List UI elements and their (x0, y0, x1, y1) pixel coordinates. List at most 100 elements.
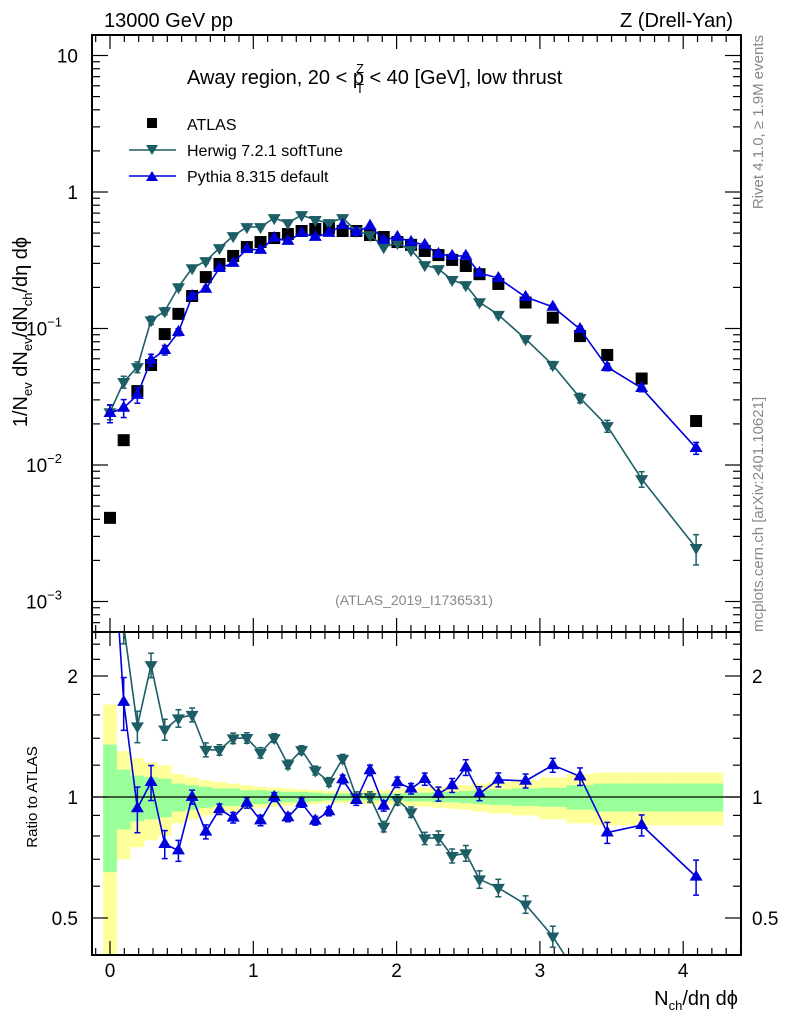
pythia-data-point (171, 324, 185, 336)
pythia-ratio-data-point (254, 813, 268, 825)
pythia-ratio-line (641, 824, 697, 878)
herwig-ratio-data-point (130, 722, 144, 734)
x-tick-label: 4 (678, 961, 689, 982)
pythia-ratio-data-point (171, 843, 185, 855)
legend-pythia-marker (146, 171, 158, 181)
pythia-data-point (459, 248, 473, 260)
pythia-data-point (158, 342, 172, 354)
legend-pythia-label: Pythia 8.315 default (187, 169, 329, 186)
herwig-data-point (363, 231, 377, 243)
herwig-ratio-data-point (226, 734, 240, 746)
header-left: 13000 GeV pp (104, 10, 233, 32)
pythia-ratio-data-point (573, 769, 587, 781)
pythia-line (177, 295, 193, 333)
herwig-ratio-data-point (185, 710, 199, 722)
herwig-line (552, 364, 581, 399)
herwig-ratio-data-point (267, 734, 281, 746)
herwig-ratio-line (123, 631, 139, 727)
side-text-mcplots: mcplots.cern.ch [arXiv:2401.10621] (750, 397, 767, 632)
pythia-ratio-data-point (295, 795, 309, 807)
herwig-data-point (689, 543, 703, 556)
pythia-data-point (103, 405, 117, 418)
herwig-data-point (117, 378, 131, 390)
ratio-tick-label-right: 2 (752, 667, 763, 688)
axis-ticks (92, 35, 742, 955)
pythia-ratio-data-point (431, 786, 445, 798)
herwig-data-point (226, 232, 240, 244)
x-axis-label: Nch/dη dϕ (654, 988, 738, 1013)
herwig-data-point (472, 298, 486, 310)
x-tick-label: 1 (248, 961, 259, 982)
pythia-data-point (281, 233, 295, 245)
herwig-line (109, 381, 125, 413)
ratio-tick-label-right: 1 (752, 788, 763, 809)
herwig-data-point (390, 239, 404, 251)
pythia-ratio-line (150, 781, 166, 845)
ratio-uncertainty-bands (103, 704, 724, 954)
pythia-data-point (546, 299, 560, 311)
herwig-ratio-data-point (144, 661, 158, 673)
atlas-data-point (172, 307, 185, 320)
pythia-data-point (349, 224, 363, 236)
pythia-data-point (212, 260, 226, 273)
ratio-tick-label-left: 1 (67, 788, 78, 809)
pythia-data-point (322, 225, 336, 237)
atlas-data-point (459, 259, 472, 272)
herwig-ratio-data-point (336, 754, 350, 766)
atlas-data-point (601, 348, 614, 361)
pythia-ratio-data-point (240, 795, 254, 807)
stat-uncertainty-band (157, 778, 172, 818)
herwig-ratio-line (524, 903, 554, 937)
herwig-ratio-data-point (519, 900, 533, 912)
ratio-tick-label-left: 0.5 (52, 909, 78, 930)
herwig-data-point (635, 475, 649, 487)
herwig-data-point (254, 223, 268, 235)
herwig-ratio-data-point (377, 822, 391, 834)
plot-title: Away region, 20 < pZ T < 40 [GeV], low th… (187, 61, 563, 96)
pythia-ratio-line (191, 796, 207, 833)
ratio-tick-label-left: 2 (67, 667, 78, 688)
pythia-data-point (390, 229, 404, 241)
pythia-data-point (185, 288, 199, 300)
herwig-data-point (144, 316, 158, 328)
pythia-line (579, 328, 608, 368)
pythia-ratio-data-point (546, 758, 560, 770)
herwig-data-point (199, 257, 213, 269)
ratio-tick-label-right: 0.5 (752, 909, 778, 930)
atlas-data-point (690, 415, 703, 428)
pythia-data-point (431, 246, 445, 258)
herwig-data-point (377, 243, 391, 255)
atlas-data-point (199, 271, 212, 284)
herwig-data-point (212, 244, 226, 256)
herwig-data-point (130, 363, 144, 375)
pythia-data-point (308, 229, 322, 241)
herwig-ratio-data-point (546, 932, 560, 944)
herwig-data-point (308, 216, 322, 228)
herwig-data-point (171, 283, 185, 295)
pythia-ratio-data-point (491, 772, 505, 784)
pythia-ratio-data-point (185, 789, 199, 801)
atlas-data-point (117, 434, 130, 447)
legend-atlas-marker (147, 118, 157, 128)
pythia-data-point (573, 321, 587, 333)
x-tick-label: 0 (105, 961, 116, 982)
pythia-ratio-data-point (472, 786, 486, 798)
tick-labels: 0 1 2 3 4 10 1 10−1 10−2 10−3 2 2 1 1 0.5 0.5 (26, 47, 778, 983)
herwig-ratio-data-point (212, 745, 226, 758)
pythia-data-point (363, 218, 377, 230)
y-tick-label: 10−1 (26, 315, 62, 341)
pythia-ratio-data-point (363, 763, 377, 775)
herwig-ratio-data-point (390, 795, 404, 808)
herwig-data-point (240, 223, 254, 235)
pythia-data-point (491, 270, 505, 283)
pythia-ratio-data-point (635, 817, 649, 830)
pythia-ratio-line (579, 776, 608, 833)
herwig-ratio-data-point (240, 734, 254, 746)
atlas-data-point (104, 511, 116, 524)
herwig-ratio-data-point (472, 875, 486, 887)
pythia-data-point (472, 265, 486, 277)
herwig-data-point (281, 219, 295, 231)
atlas-data-point (254, 236, 267, 249)
pythia-data-point (445, 248, 459, 260)
pythia-ratio-line (136, 781, 152, 809)
